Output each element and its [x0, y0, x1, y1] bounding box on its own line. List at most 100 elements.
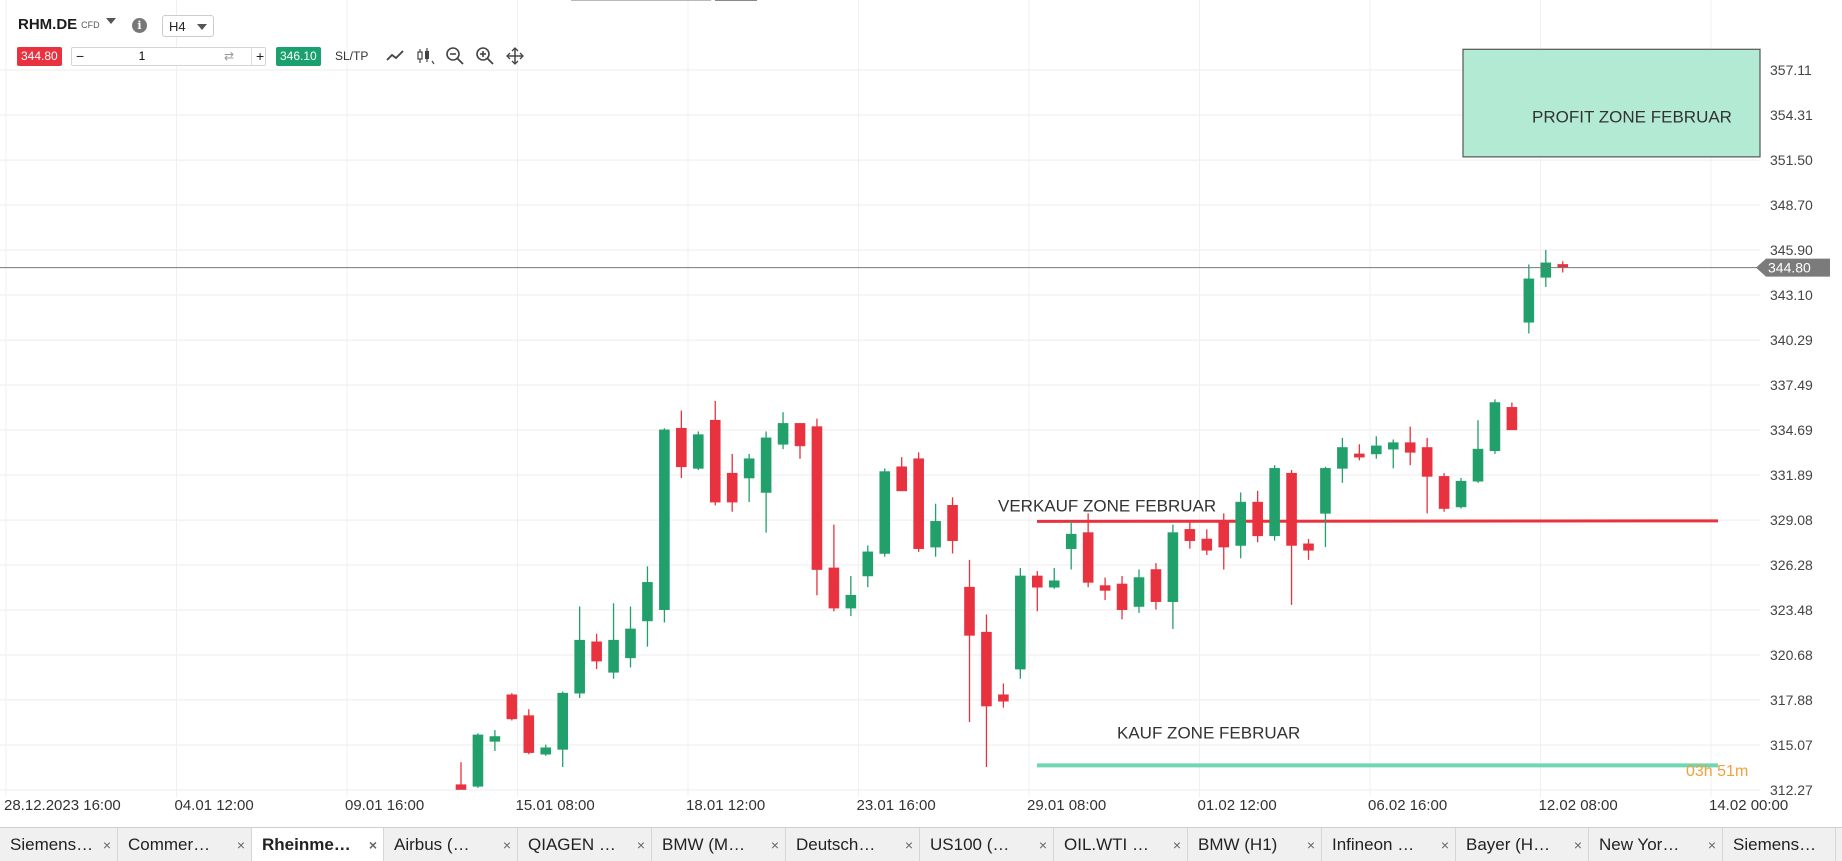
candle-body	[591, 641, 602, 662]
tab-instrument[interactable]: US100 (… ×	[920, 828, 1054, 861]
candle-body	[896, 466, 908, 492]
tab-instrument[interactable]: OIL.WTI … ×	[1054, 828, 1188, 861]
candle-body	[777, 423, 789, 445]
tab-label: OIL.WTI …	[1064, 834, 1149, 854]
info-icon[interactable]: i	[132, 18, 147, 33]
candle-body	[1252, 501, 1263, 537]
tab-instrument[interactable]: QIAGEN … ×	[518, 828, 652, 861]
close-icon[interactable]: ×	[1172, 837, 1181, 853]
increase-quantity-button[interactable]: +	[251, 48, 264, 65]
candle-body	[1286, 472, 1297, 546]
tab-instrument[interactable]: Siemens…	[1723, 828, 1836, 861]
tab-instrument[interactable]: Siemens… ×	[0, 828, 118, 861]
close-icon[interactable]: ×	[502, 837, 511, 853]
x-tick-label: 15.01 08:00	[516, 797, 595, 814]
candle-body	[523, 715, 535, 753]
tab-instrument[interactable]: New Yor… ×	[1589, 828, 1723, 861]
candle-body	[1387, 442, 1399, 450]
close-icon[interactable]: ×	[904, 837, 913, 853]
tab-instrument[interactable]: Commer… ×	[118, 828, 252, 861]
time-axis: 28.12.2023 16:00 04.01 12:00 09.01 16:00 15…	[4, 797, 1788, 814]
candle-body	[1184, 529, 1196, 541]
close-icon[interactable]: ×	[102, 837, 111, 853]
candle-body	[1523, 278, 1535, 323]
candle-body	[1099, 585, 1111, 591]
candle-body	[760, 437, 772, 493]
candle-body	[1150, 569, 1162, 602]
candle-body	[709, 419, 721, 503]
current-price-value: 344.80	[1768, 260, 1811, 276]
close-icon[interactable]: ×	[636, 837, 645, 853]
y-tick-label: 323.48	[1770, 602, 1813, 618]
zoom-in-icon[interactable]	[475, 46, 495, 66]
tab-label: Siemens…	[1733, 834, 1817, 854]
decrease-quantity-button[interactable]: −	[76, 48, 85, 64]
tab-label: BMW (M…	[662, 834, 746, 854]
symbol-dropdown-icon[interactable]	[106, 18, 116, 24]
y-tick-label: 329.08	[1770, 512, 1813, 528]
tab-instrument[interactable]: BMW (M… ×	[652, 828, 786, 861]
line-chart-icon[interactable]	[385, 46, 405, 66]
profit-zone-label: PROFIT ZONE FEBRUAR	[1532, 107, 1732, 126]
close-icon[interactable]: ×	[770, 837, 779, 853]
close-icon[interactable]: ×	[1306, 837, 1315, 853]
sltp-button[interactable]: SL/TP	[335, 49, 369, 63]
crosshair-icon[interactable]	[505, 46, 525, 66]
candle-body	[1472, 448, 1484, 482]
candle-body	[676, 427, 687, 468]
quantity-stepper[interactable]: − ⇄ +	[71, 47, 266, 66]
tab-instrument[interactable]: BMW (H1) ×	[1188, 828, 1322, 861]
tab-instrument-active[interactable]: Rheinme… ×	[252, 828, 384, 861]
candle-body	[642, 582, 653, 622]
candle-body	[489, 736, 501, 742]
price-chart[interactable]: PROFIT ZONE FEBRUAR VERKAUF ZONE FEBRUAR K…	[0, 0, 1842, 827]
x-tick-label: 09.01 16:00	[345, 797, 424, 814]
candle-body	[794, 423, 806, 447]
candle-body	[1065, 533, 1077, 549]
x-tick-label: 04.01 12:00	[175, 797, 254, 814]
close-icon[interactable]: ×	[1573, 837, 1582, 853]
y-tick-label: 331.89	[1770, 467, 1813, 483]
buy-button[interactable]: 346.10	[276, 47, 321, 66]
candle-body	[692, 434, 704, 469]
zoom-out-icon[interactable]	[445, 46, 465, 66]
y-tick-label: 354.31	[1770, 107, 1813, 123]
tab-instrument[interactable]: Deutsch… ×	[786, 828, 920, 861]
quantity-input[interactable]	[92, 48, 192, 65]
close-icon[interactable]: ×	[1038, 837, 1047, 853]
candle-body	[1404, 442, 1416, 453]
y-tick-label: 345.90	[1770, 242, 1813, 258]
tab-instrument[interactable]: Airbus (… ×	[384, 828, 518, 861]
timeframe-select[interactable]: H4	[162, 15, 214, 37]
symbol-name[interactable]: RHM.DE CFD	[18, 16, 100, 33]
swap-icon[interactable]: ⇄	[224, 49, 235, 63]
tab-instrument[interactable]: Infineon … ×	[1322, 828, 1456, 861]
candle-body	[608, 639, 619, 673]
x-tick-label: 06.02 16:00	[1368, 797, 1447, 814]
close-icon[interactable]: ×	[1707, 837, 1716, 853]
candle-countdown: 03h 51m	[1686, 763, 1748, 780]
candle-body	[828, 567, 840, 609]
symbol-label: RHM.DE	[18, 16, 78, 33]
close-icon[interactable]: ×	[1440, 837, 1449, 853]
tab-instrument[interactable]: Bayer (H… ×	[1456, 828, 1589, 861]
candle-body	[1201, 538, 1213, 551]
profit-zone-box	[1462, 48, 1761, 158]
candle-body	[1320, 468, 1331, 514]
tab-label: US100 (…	[930, 834, 1010, 854]
y-tick-label: 326.28	[1770, 557, 1813, 573]
close-icon[interactable]: ×	[236, 837, 245, 853]
candle-body	[1269, 468, 1280, 537]
y-tick-label: 357.11	[1770, 62, 1812, 78]
y-tick-label: 340.29	[1770, 332, 1813, 348]
sell-button[interactable]: 344.80	[17, 47, 62, 66]
close-icon[interactable]: ×	[368, 837, 377, 853]
candle-body	[845, 594, 857, 609]
candle-body	[1337, 447, 1348, 469]
candle-body	[1235, 501, 1246, 546]
candlestick-icon[interactable]	[415, 46, 435, 66]
candle-body	[1540, 262, 1552, 278]
tab-label: Rheinme…	[262, 834, 351, 854]
candle-body	[1455, 480, 1467, 508]
candle-body	[1371, 445, 1382, 455]
